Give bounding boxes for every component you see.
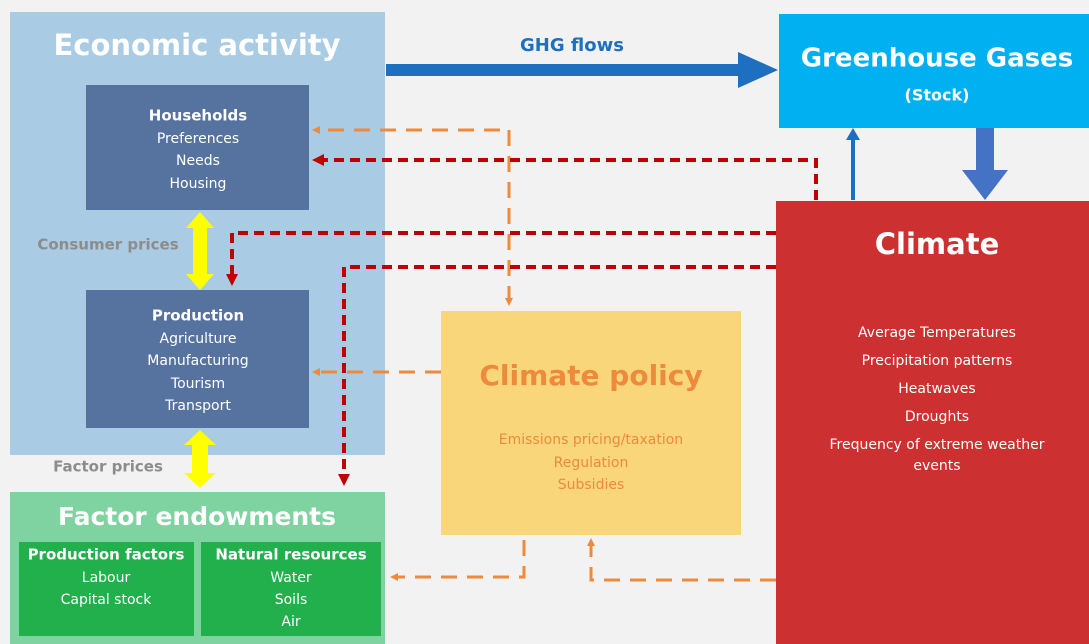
- box-title: Natural resources: [215, 546, 366, 564]
- climate-box: [776, 201, 1089, 644]
- box-item: Soils: [275, 592, 308, 608]
- climate-item: Droughts: [905, 409, 969, 425]
- box-title: Production factors: [28, 546, 185, 564]
- ghg-arrow: [386, 52, 778, 88]
- box-item: Water: [270, 570, 312, 586]
- economic-title: Economic activity: [53, 28, 340, 62]
- endowments-title: Factor endowments: [58, 502, 336, 531]
- policy-arrow: [390, 540, 526, 581]
- natural-resources-box: [201, 542, 381, 636]
- production-title: Production: [152, 307, 244, 325]
- policy-item: Subsidies: [558, 477, 625, 493]
- climate-title: Climate: [875, 227, 999, 261]
- production-box: [86, 290, 309, 428]
- policy-arrow: [587, 538, 776, 582]
- box-item: Air: [281, 614, 300, 630]
- ghg-flows: GHG flows: [520, 35, 624, 56]
- ghg-box: [779, 14, 1089, 128]
- yellow-arrow: [184, 430, 216, 488]
- households-title: Households: [149, 107, 248, 125]
- production-item: Manufacturing: [147, 353, 248, 369]
- policy-box: [441, 311, 741, 535]
- climate-arrow: [312, 154, 818, 200]
- consumer-prices: Consumer prices: [37, 236, 178, 254]
- households-item: Needs: [176, 153, 220, 169]
- households-item: Housing: [170, 176, 227, 192]
- factor-prices: Factor prices: [53, 458, 163, 476]
- production-factors-box: [19, 542, 194, 636]
- policy-item: Regulation: [554, 455, 629, 471]
- climate-arrow: [338, 265, 776, 486]
- climate-arrow: [226, 231, 776, 286]
- up-arrow: [846, 128, 860, 200]
- ghg-title: Greenhouse Gases: [801, 44, 1073, 74]
- households-box: [86, 85, 309, 210]
- climate-item: Frequency of extreme weather: [830, 437, 1045, 453]
- box-item: Capital stock: [61, 592, 153, 608]
- production-item: Transport: [164, 398, 231, 414]
- climate-item: Precipitation patterns: [862, 353, 1013, 369]
- ghg-subtitle: (Stock): [905, 86, 970, 105]
- climate-item: events: [913, 458, 960, 474]
- climate-item: Heatwaves: [898, 381, 975, 397]
- households-item: Preferences: [157, 131, 239, 147]
- yellow-arrow: [186, 212, 214, 290]
- box-item: Labour: [82, 570, 131, 586]
- production-item: Tourism: [170, 376, 225, 392]
- policy-title: Climate policy: [479, 359, 702, 392]
- climate-item: Average Temperatures: [858, 325, 1016, 341]
- policy-item: Emissions pricing/taxation: [499, 432, 683, 448]
- production-item: Agriculture: [160, 331, 237, 347]
- down-arrow: [962, 128, 1008, 200]
